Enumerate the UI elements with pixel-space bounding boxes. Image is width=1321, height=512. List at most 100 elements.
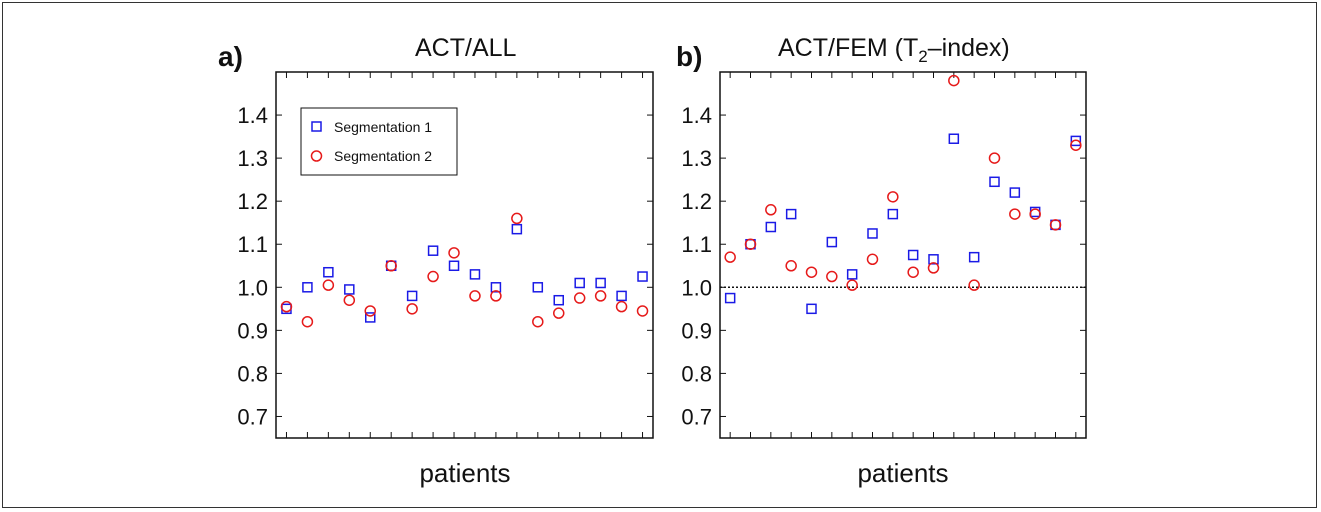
panel-a-ytick-label: 1.2: [237, 189, 268, 214]
panel-b-ytick-label: 0.7: [681, 404, 712, 429]
panel-b-seg1-point: [968, 251, 980, 263]
panel-b-seg2-point: [887, 191, 899, 203]
panel-b-ytick-label: 1.0: [681, 275, 712, 300]
panel-b-seg1-point: [806, 303, 817, 315]
panel-a-seg1-point: [637, 271, 648, 282]
panel-b-seg1-point: [724, 292, 736, 304]
panel-b-seg2-point: [907, 266, 919, 278]
panel-b-seg2-point: [826, 270, 838, 283]
panel-b-ytick-label: 1.2: [681, 189, 712, 214]
panel-a-ytick-label: 1.0: [237, 275, 268, 300]
panel-a-seg2-point: [448, 247, 460, 259]
panel-b-seg2-point: [846, 279, 858, 291]
panel-a-seg2-point: [469, 290, 481, 302]
legend-box: [300, 107, 458, 176]
panel-a-seg1-point: [469, 269, 481, 280]
legend-circle-marker: [310, 150, 323, 162]
panel-a-seg1-point: [365, 312, 376, 323]
panel-b-seg2-point: [927, 262, 940, 274]
panel-b-seg1-point: [887, 208, 899, 220]
panel-a-seg2-point: [615, 300, 628, 313]
panel-a-seg1-point: [344, 284, 355, 295]
panel-b-xlabel: patients: [857, 458, 948, 488]
legend: Segmentation 1 Segmentation 2: [300, 107, 458, 176]
panel-a-xlabel: patients: [419, 458, 510, 488]
panel-a-ytick-label: 0.8: [237, 361, 268, 386]
panel-a-seg2-point: [553, 307, 565, 319]
panel-a-seg2-point: [427, 270, 439, 283]
panel-b-title: ACT/FEM (T2–index): [778, 34, 1010, 66]
panel-b-seg1-point: [765, 221, 777, 233]
legend-label-seg2: Segmentation 2: [334, 148, 432, 164]
panel-b-seg2-point: [785, 260, 797, 272]
panel-a-seg1-point: [553, 294, 564, 306]
panel-b-seg2-point: [948, 74, 960, 87]
panel-b-letter: b): [676, 41, 702, 72]
panel-b-seg1-point: [846, 269, 858, 280]
panel-b-seg2-point: [866, 253, 879, 266]
panel-b-seg1-point: [907, 249, 919, 261]
panel-a-seg2-point: [636, 305, 649, 317]
panel-a-seg1-point: [302, 282, 313, 293]
panel-b-ytick-label: 0.9: [681, 318, 712, 343]
panel-a-seg1-point: [511, 223, 523, 235]
panel-a-seg1-point: [448, 260, 460, 272]
panel-a-seg1-point: [406, 290, 418, 302]
panel-a-seg1-point: [323, 266, 334, 278]
panel-a-seg2-point: [385, 260, 397, 272]
panel-a-ytick-label: 1.1: [237, 232, 268, 257]
panel-a-seg2-point: [301, 315, 314, 328]
panel-b-plot-frame: [719, 71, 1087, 439]
panel-a-seg1-point: [532, 282, 544, 293]
panel-a-letter: a): [218, 41, 243, 72]
panel-a-seg2-point: [364, 305, 376, 317]
panel-b-seg2-point: [1070, 139, 1082, 151]
panel-b-seg2-point: [1029, 208, 1041, 220]
panel-a-ytick-label: 1.4: [237, 103, 268, 128]
panel-a-ytick-label: 1.3: [237, 146, 268, 171]
panel-b-seg1-point: [785, 208, 797, 220]
panel-a-seg2-point: [343, 294, 356, 306]
panel-a-seg1-point: [574, 277, 585, 289]
panel-b-seg1-point: [826, 236, 838, 248]
panel-a-seg2-point: [280, 300, 293, 313]
panel-a-seg2-point: [573, 292, 586, 304]
panel-b-ytick-label: 1.4: [681, 103, 712, 128]
panel-b-seg2-point: [988, 152, 1001, 164]
panel-b-ytick-label: 1.1: [681, 232, 712, 257]
legend-label-seg1: Segmentation 1: [334, 119, 432, 135]
panel-b-ytick-label: 0.8: [681, 361, 712, 386]
panel-a-seg2-point: [406, 303, 418, 315]
panel-a-seg1-point: [490, 282, 502, 293]
panel-a-ytick-label: 0.7: [237, 404, 268, 429]
panel-b-seg1-point: [867, 228, 878, 239]
panel-a-title: ACT/ALL: [415, 34, 517, 62]
panel-b-seg2-point: [724, 251, 736, 263]
panel-a-seg1-point: [616, 290, 627, 302]
panel-b-seg2-point: [1009, 208, 1021, 220]
panel-b-seg1-point: [989, 176, 1000, 188]
panel-a-seg2-point: [490, 290, 502, 302]
panel-b-ytick-label: 1.3: [681, 146, 712, 171]
panel-a-seg2-point: [511, 212, 523, 225]
panel-b-seg2-point: [805, 266, 818, 278]
panel-a-seg1-point: [595, 277, 606, 289]
panel-a-seg1-point: [427, 245, 439, 256]
panel-b-seg1-point: [1070, 135, 1082, 147]
plot-layer: 0.7 0.8 0.9 1.0 1.1 1.2 1.3 1.4 0.7 0.8 0.9 1.0 1.1 1…: [237, 71, 1087, 439]
panel-b-seg1-point: [1009, 187, 1021, 198]
panel-a-plot-frame: [275, 71, 654, 439]
panel-b-seg2-point: [968, 279, 980, 291]
legend-square-marker: [311, 121, 322, 132]
panel-a-seg2-point: [594, 290, 607, 302]
panel-a-seg2-point: [322, 279, 335, 291]
panel-a-seg2-point: [532, 315, 544, 328]
panel-b-seg2-point: [1049, 219, 1062, 231]
panel-a-ytick-label: 0.9: [237, 318, 268, 343]
panel-b-seg2-point: [765, 204, 777, 216]
panel-b-seg2-point: [744, 238, 757, 250]
panel-b-seg1-point: [948, 133, 960, 144]
panel-b-seg1-point: [928, 254, 939, 265]
